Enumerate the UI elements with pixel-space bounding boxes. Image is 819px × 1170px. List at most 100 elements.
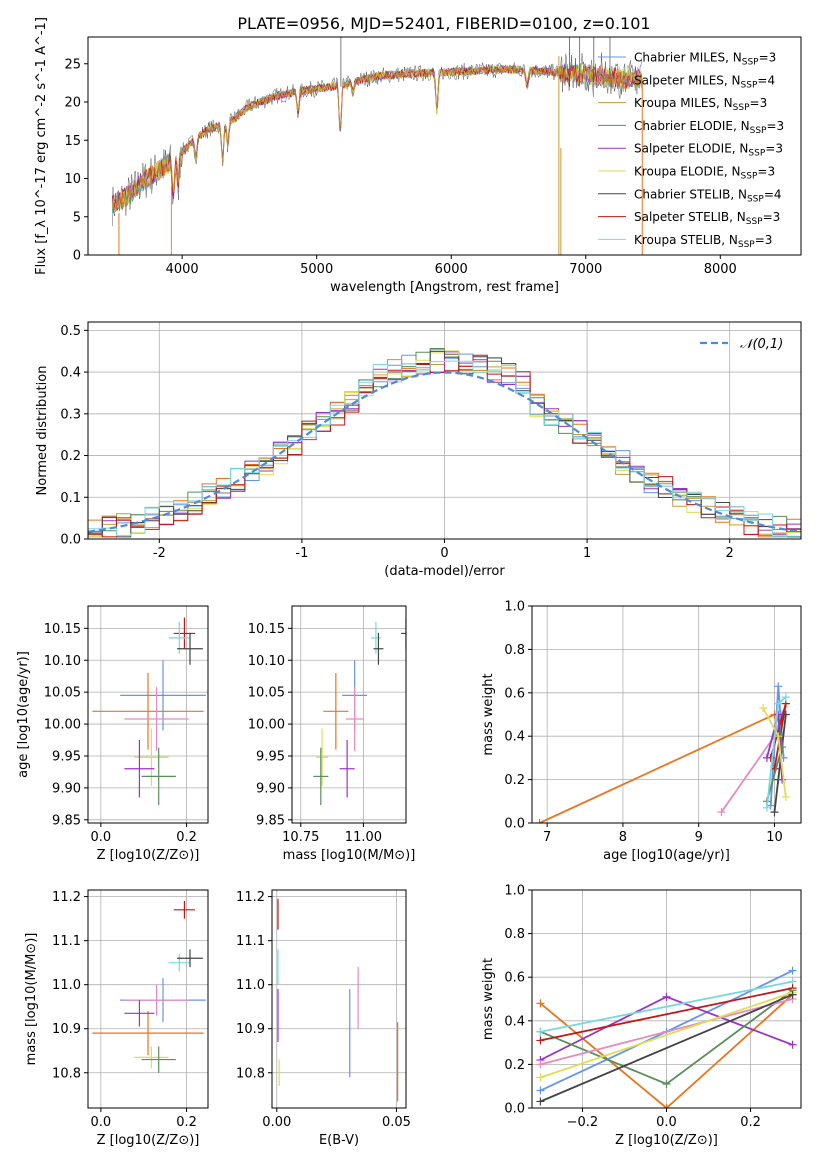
y-tick-label: 0.4: [60, 366, 81, 381]
legend-text: Kroupa MILES, N: [634, 96, 733, 110]
y-tick-label: 0.6: [504, 686, 525, 701]
weight-marker: [536, 1060, 545, 1069]
y-axis-label: mass weight: [481, 673, 496, 755]
x-tick-label: -1: [295, 546, 308, 561]
x-tick-label: 6000: [435, 262, 468, 277]
legend-value: =3: [750, 96, 768, 110]
y-tick-label: 10.05: [44, 686, 81, 701]
weight_vs_Z-axes: −0.2 0.0 0.2 0.0 0.2 0.4 0.6 0.8 1.0 Z [log10(Z/Z…: [481, 884, 802, 1148]
x-tick-label: 0.0: [91, 1115, 112, 1130]
legend-label: Chabrier STELIB, NSSP=4: [634, 187, 782, 204]
weight-marker: [774, 682, 783, 691]
y-tick-label: 10: [64, 172, 81, 187]
weight-marker: [770, 808, 779, 817]
x-tick-label: 0.2: [176, 1115, 197, 1130]
weight-marker: [717, 808, 726, 817]
y-tick-label: 10.05: [248, 686, 285, 701]
legend-text: Salpeter MILES, N: [634, 73, 741, 87]
x-tick-label: 8000: [704, 262, 737, 277]
x-tick-label: 7000: [569, 262, 602, 277]
legend-text: Salpeter ELODIE, N: [634, 142, 748, 156]
legend-label: Salpeter MILES, NSSP=4: [634, 73, 775, 90]
x-axis-label: mass [log10(M/M⊙)]: [283, 848, 416, 863]
residuals-plot-area: [88, 348, 801, 538]
y-axis-label: age [log10(age/yr)]: [16, 651, 31, 778]
legend-text: Chabrier STELIB, N: [634, 187, 747, 201]
legend-label: Kroupa STELIB, NSSP=3: [634, 233, 772, 250]
mass_vs_EBV-axes: 0.00 0.05 10.8 10.9 11.0 11.1 11.2 E(B-V): [236, 889, 411, 1148]
y-tick-label: 5: [73, 210, 81, 225]
legend-label: Kroupa ELODIE, NSSP=3: [634, 165, 775, 182]
y-tick-label: 10.00: [248, 718, 285, 733]
y-tick-label: 0.0: [504, 817, 525, 832]
y-tick-label: 9.90: [256, 781, 285, 796]
weight-marker: [788, 1040, 797, 1049]
y-tick-label: 10.8: [236, 1066, 265, 1081]
y-tick-label: 9.85: [256, 813, 285, 828]
y-tick-label: 10.10: [248, 654, 285, 669]
weight-marker: [762, 753, 771, 762]
mass_vs_EBV-plot-area: [277, 898, 399, 1102]
legend-subscript: SSP: [741, 172, 758, 182]
y-tick-label: 1.0: [504, 600, 525, 615]
y-tick-label: 0.2: [504, 773, 525, 788]
y-tick-label: 11.2: [52, 890, 81, 905]
y-axis-label: mass weight: [481, 958, 496, 1040]
spectrum-line: [111, 64, 643, 213]
legend-label: Chabrier MILES, NSSP=3: [634, 51, 776, 68]
y-tick-label: 10.10: [44, 654, 81, 669]
x-tick-label: 0.0: [91, 830, 112, 845]
y-tick-label: 0.2: [504, 1058, 525, 1073]
y-tick-label: 10.15: [248, 622, 285, 637]
x-tick-label: 1: [583, 546, 591, 561]
y-tick-label: 0: [73, 249, 81, 264]
legend-text: Salpeter STELIB, N: [634, 210, 746, 224]
x-axis-label: Z [log10(Z/Z⊙)]: [97, 1133, 200, 1148]
legend-text: Kroupa STELIB, N: [634, 233, 738, 247]
weight-marker: [781, 693, 790, 702]
weight-marker: [536, 1086, 545, 1095]
y-tick-label: 11.2: [236, 890, 265, 905]
x-axis-label: (data-model)/error: [384, 564, 505, 579]
figure-title: PLATE=0956, MJD=52401, FIBERID=0100, z=0…: [237, 14, 650, 33]
x-tick-label: 10: [766, 830, 783, 845]
y-axis-label: Normed distribution: [35, 366, 50, 496]
mass_vs_Z-plot-area: [92, 901, 206, 1073]
legend-label: Salpeter STELIB, NSSP=3: [634, 210, 780, 227]
y-axis-label: Flux [f_λ 10^-17 erg cm^-2 s^-1 A^-1]: [34, 17, 49, 275]
y-tick-label: 10.15: [44, 622, 81, 637]
axes-frame: [291, 605, 407, 824]
x-tick-label: 0.2: [176, 830, 197, 845]
y-tick-label: 0.0: [504, 1102, 525, 1117]
y-tick-label: 9.95: [256, 749, 285, 764]
weight-marker: [759, 703, 768, 712]
y-tick-label: 0.6: [504, 971, 525, 986]
residuals-axes: -2 -1 0 1 2 0.0 0.1 0.2 0.3 0.4 0.5 (data-model)/er…: [35, 321, 802, 579]
y-tick-label: 11.0: [236, 978, 265, 993]
x-tick-label: 7: [543, 830, 551, 845]
y-tick-label: 0.8: [504, 643, 525, 658]
age_vs_Z-plot-area: [92, 617, 206, 806]
legend-value: =3: [763, 210, 781, 224]
x-axis-label: wavelength [Angstrom, rest frame]: [330, 280, 559, 295]
weight-marker: [788, 990, 797, 999]
weight-marker: [781, 710, 790, 719]
legend-subscript: SSP: [748, 149, 765, 159]
legend-subscript: SSP: [746, 217, 763, 227]
y-tick-label: 0.4: [504, 1014, 525, 1029]
x-tick-label: 8: [619, 830, 627, 845]
axes-frame: [87, 36, 802, 256]
legend-label: Kroupa MILES, NSSP=3: [634, 96, 767, 113]
age_vs_mass-axes: 10.75 11.00 9.85 9.90 9.95 10.00 10.05 10.10 10.…: [248, 605, 416, 863]
x-tick-label: 9: [695, 830, 703, 845]
gaussian-curve: [88, 371, 801, 533]
legend-text: Kroupa ELODIE, N: [634, 165, 741, 179]
age_vs_Z-axes: 0.0 0.2 9.85 9.90 9.95 10.00 10.05 10.10 10.15 Z …: [16, 605, 209, 863]
y-tick-label: 11.1: [52, 934, 81, 949]
legend-subscript: SSP: [747, 194, 764, 204]
x-tick-label: 2: [726, 546, 734, 561]
y-tick-label: 9.90: [52, 781, 81, 796]
weight-line: [540, 991, 793, 1079]
weight-line: [540, 980, 793, 1033]
